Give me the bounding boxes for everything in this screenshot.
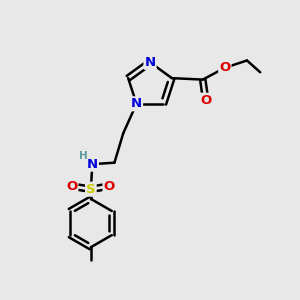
Text: O: O [66, 180, 77, 193]
Text: N: N [87, 158, 98, 171]
Text: O: O [219, 61, 230, 74]
Text: N: N [131, 97, 142, 110]
Text: O: O [200, 94, 211, 107]
Text: S: S [86, 183, 96, 196]
Text: H: H [79, 151, 88, 161]
Text: N: N [144, 56, 156, 69]
Text: O: O [103, 180, 115, 193]
